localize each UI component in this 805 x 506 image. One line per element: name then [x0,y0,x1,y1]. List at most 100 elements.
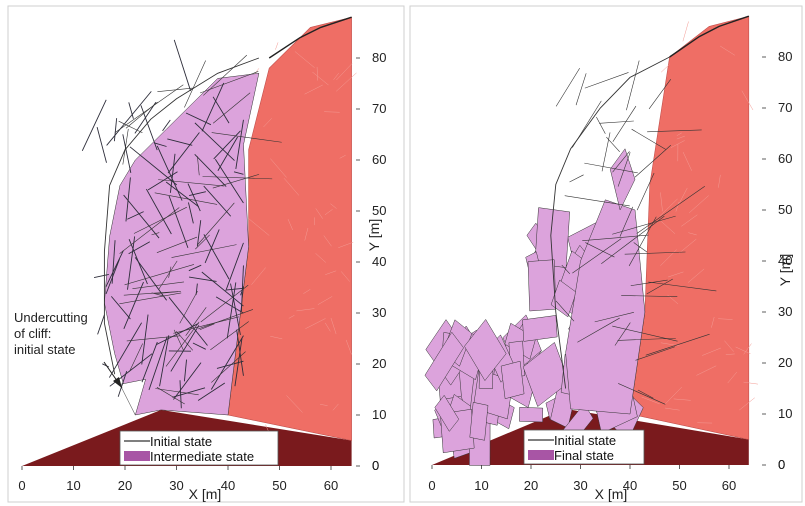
final-block [469,401,489,441]
x-tick-label: 30 [573,478,587,493]
block-joint-line [204,229,220,264]
block-joint-line [162,119,171,132]
block-joint-line [147,171,178,191]
initial-joint-line [645,333,710,356]
block-joint-line [185,112,212,126]
rock-mesh-line [315,208,323,219]
initial-joint-line [119,292,182,305]
initial-joint-line [122,128,129,165]
x-axis-title: X [m] [595,486,628,502]
block-joint-line [93,273,109,279]
initial-joint-line [646,278,673,295]
y-tick-label: 30 [778,304,792,319]
block-joint-line [210,335,244,390]
block-joint-line [127,211,144,220]
panel-frame [7,5,405,503]
y-axis-title: Y [m] [366,219,382,251]
x-tick-label: 20 [118,478,132,493]
y-tick-label: 70 [372,101,386,116]
initial-joint-line [596,116,606,134]
x-tick-label: 50 [672,478,686,493]
initial-joint-line [584,162,638,174]
stable-rock-polygon [629,15,750,440]
legend: Initial state Final state [523,429,645,465]
rock-mesh-line [338,241,354,248]
initial-joint-line [199,323,215,331]
cliff-top-edge [669,15,750,58]
block-joint-line [187,183,201,212]
rock-mesh-line [702,347,722,356]
block-joint-line [168,195,189,249]
initial-joint-line [125,101,158,129]
block-joint-line [123,281,144,329]
block-joint-line [192,342,206,350]
block-joint-line [106,91,152,146]
block-joint-line [216,360,244,369]
block-joint-line [148,336,168,391]
final-block [424,331,464,392]
block-joint-line [81,99,107,151]
rock-mesh-line [294,51,315,68]
block-joint-line [233,171,244,175]
rock-mesh-line [248,218,270,236]
initial-joint-line [179,290,198,324]
final-block [434,394,460,432]
initial-joint-line [173,329,184,351]
legend-label-initial: Initial state [554,433,616,448]
x-tick-label: 10 [66,478,80,493]
initial-joint-line [197,202,235,246]
block-joint-line [234,338,243,387]
block-mesh [424,148,646,466]
initial-joint-line [198,309,254,330]
initial-joint-line [118,120,143,134]
block-joint-line [189,191,206,196]
y-tick-label: 60 [778,151,792,166]
initial-joint-line [628,216,657,267]
rock-mesh-line [696,365,717,376]
rock-mesh-line [332,403,339,411]
initial-joint-line [601,132,611,172]
final-block [522,341,570,408]
block-joint-line [153,142,167,147]
block-joint-line [105,250,124,288]
block-joint-line [194,153,227,187]
stable-rock-polygon [227,16,352,441]
y-tick-label: 40 [778,253,792,268]
rock-mesh-line [678,238,697,254]
y-tick-label: 20 [778,355,792,370]
block-joint-line [165,181,199,208]
initial-joint-line [561,264,571,275]
rock-mesh-line [718,318,733,320]
block-joint-line [172,387,206,398]
x-axis-title: X [m] [189,486,222,502]
initial-joint-line [601,215,665,264]
rock-mesh-line [287,219,293,231]
initial-joint-line [612,215,676,235]
initial-joint-line [636,185,705,234]
block-joint-line [141,341,158,383]
initial-joint-line [634,145,671,178]
rock-mesh-line [324,209,333,215]
rock-mesh-line [339,154,346,159]
initial-joint-line [211,132,282,143]
initial-joint-line [626,60,640,111]
initial-joint-line [211,351,246,383]
initial-joint-line [195,234,210,250]
initial-joint-line [577,317,620,343]
block-joint-line [183,359,187,382]
rock-mesh-line [681,214,698,227]
block-joint-line [128,241,151,255]
rock-mesh-line [664,386,682,405]
initial-joint-line [585,242,615,258]
initial-joint-line [564,195,630,207]
x-tick-label: 60 [324,478,338,493]
x-tick-label: 40 [221,478,235,493]
y-tick-label: 50 [372,203,386,218]
rock-mesh-line [725,353,735,355]
undercut-void [119,378,146,416]
annotation-line-2: of cliff: [14,326,51,341]
rock-mesh-line [323,235,332,247]
initial-joint-line [612,325,678,342]
